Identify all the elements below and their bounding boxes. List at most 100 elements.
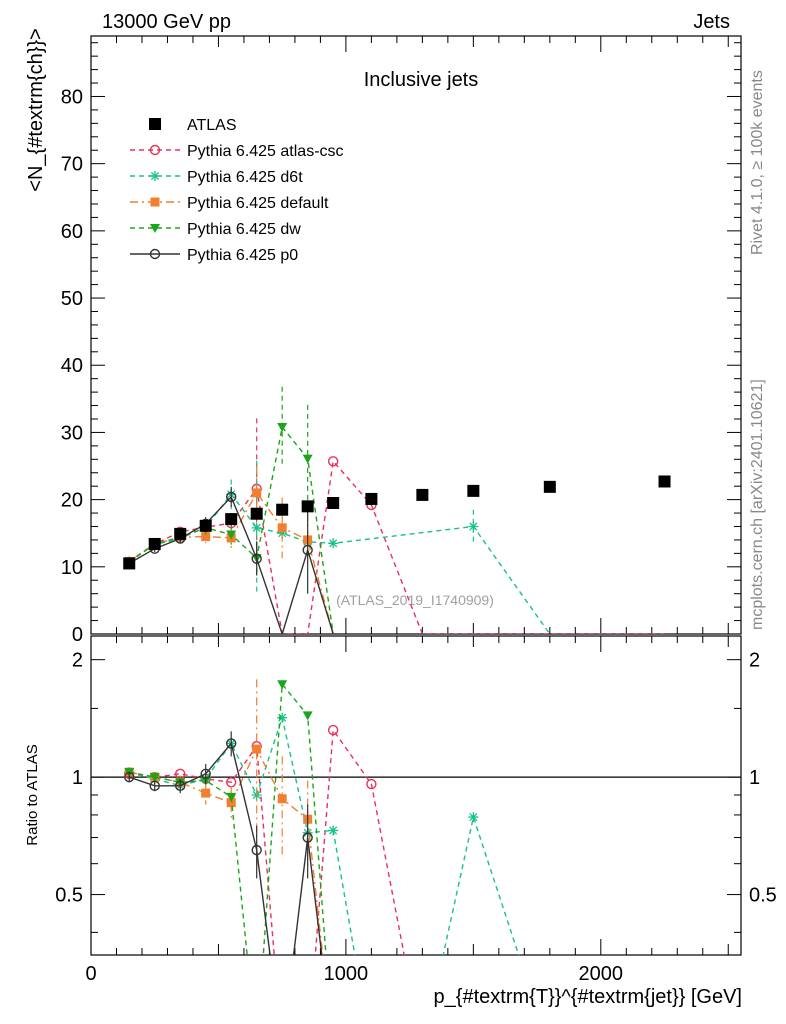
data-point	[543, 480, 556, 493]
main-axis-ticks: 0 10 20 30 40 50 60 70 80	[61, 36, 741, 646]
data-point	[200, 768, 211, 779]
data-point	[302, 544, 313, 556]
x-tick-label: 0	[85, 963, 96, 985]
data-point	[124, 771, 135, 783]
data-point	[250, 507, 263, 520]
data-point	[225, 513, 238, 526]
data-point	[252, 744, 262, 754]
legend-label: Pythia 6.425 dw	[187, 221, 301, 238]
series-line	[128, 459, 665, 634]
legend-item: Pythia 6.425 atlas-csc	[130, 143, 344, 160]
data-point	[225, 491, 237, 503]
data-point	[467, 484, 480, 497]
data-point	[658, 475, 671, 488]
data-point	[199, 519, 212, 532]
y-tick-label: 20	[61, 490, 83, 512]
data-point	[277, 523, 287, 533]
y-tick-label: 40	[61, 355, 83, 377]
legend-marker	[149, 248, 161, 260]
legend-item: Pythia 6.425 default	[130, 195, 329, 212]
x-tick-label: 2000	[579, 963, 624, 985]
ratio-axis-ticks: 0.5 0.5 1 1 2 2 0 1000 2000	[55, 636, 777, 985]
legend-marker	[150, 197, 160, 207]
y-tick-label: 0	[72, 624, 83, 646]
data-point	[277, 794, 287, 804]
legend-label: Pythia 6.425 atlas-csc	[187, 143, 344, 160]
y-tick-label: 60	[61, 221, 83, 243]
analysis-watermark: (ATLAS_2019_I1740909)	[336, 592, 494, 608]
data-point	[175, 780, 186, 792]
y-tick-label: 70	[61, 154, 83, 176]
x-tick-label: 1000	[324, 963, 369, 985]
legend-marker	[149, 144, 161, 156]
data-point	[149, 773, 160, 783]
ratio-y-axis-label: Ratio to ATLAS	[24, 744, 41, 845]
data-point	[468, 812, 479, 823]
data-point	[225, 738, 237, 749]
ratio-y-tick-label: 1	[72, 767, 83, 789]
series-line	[128, 493, 551, 634]
data-point	[365, 492, 378, 505]
main-series-layer	[123, 386, 671, 634]
data-point	[366, 778, 377, 790]
data-point	[302, 454, 313, 464]
data-point	[174, 527, 187, 540]
legend-marker	[149, 118, 161, 130]
series-atlas	[123, 475, 671, 570]
legend-item: ATLAS	[149, 117, 237, 134]
data-point	[277, 680, 288, 690]
series-pythia-6-425-p0	[124, 731, 323, 955]
data-point	[276, 503, 289, 516]
series-pythia-6-425-dw	[124, 680, 327, 955]
legend-marker	[150, 171, 160, 181]
ratio-y-tick-label-right: 1	[749, 767, 760, 789]
data-point	[301, 500, 314, 513]
legend-marker	[150, 224, 160, 233]
x-axis-label: p_{#textrm{T}}^{#textrm{jet}} [GeV]	[434, 986, 742, 1008]
y-tick-label: 80	[61, 86, 83, 108]
data-point	[252, 488, 262, 498]
data-point	[251, 522, 262, 533]
y-tick-label: 10	[61, 557, 83, 579]
series-pythia-6-425-default	[124, 679, 324, 955]
legend-item: Pythia 6.425 d6t	[130, 169, 303, 186]
data-point	[226, 798, 236, 808]
data-point	[251, 844, 262, 856]
data-point	[201, 788, 211, 798]
data-point	[327, 456, 339, 467]
data-point	[416, 488, 429, 501]
data-point	[277, 423, 288, 433]
y-tick-label: 30	[61, 422, 83, 444]
legend-label: Pythia 6.425 d6t	[187, 169, 303, 186]
data-point	[328, 538, 339, 549]
data-point	[468, 521, 479, 532]
ratio-y-tick-label-right: 2	[749, 650, 760, 672]
side-label-mcplots: mcplots.cern.ch [arXiv:2401.10621]	[749, 379, 766, 630]
data-point	[148, 537, 161, 550]
ratio-y-tick-label-right: 0.5	[749, 885, 777, 907]
legend-label: Pythia 6.425 default	[187, 195, 329, 212]
data-point	[302, 832, 313, 843]
y-tick-label: 50	[61, 288, 83, 310]
legend-label: ATLAS	[187, 117, 237, 134]
data-point	[201, 532, 211, 542]
ratio-y-tick-label: 2	[72, 650, 83, 672]
legend: ATLAS Pythia 6.425 atlas-csc Pythia 6.425 …	[130, 117, 344, 264]
main-chart-title: Inclusive jets	[364, 69, 479, 91]
y-axis-label: <N_{#textrm{ch}}>	[25, 28, 47, 191]
data-point	[327, 496, 340, 509]
data-point	[328, 825, 339, 836]
data-point	[149, 780, 160, 792]
legend-item: Pythia 6.425 dw	[130, 221, 301, 238]
side-label-rivet: Rivet 4.1.0, ≥ 100k events	[749, 70, 766, 255]
data-point	[226, 530, 237, 540]
ratio-series-layer	[124, 679, 520, 955]
legend-item: Pythia 6.425 p0	[130, 247, 298, 264]
data-point	[277, 528, 288, 539]
ratio-y-tick-label: 0.5	[55, 885, 83, 907]
data-point	[327, 724, 339, 736]
main-plot-frame	[90, 35, 742, 635]
ratio-plot-frame	[90, 635, 742, 956]
data-point	[302, 711, 313, 721]
